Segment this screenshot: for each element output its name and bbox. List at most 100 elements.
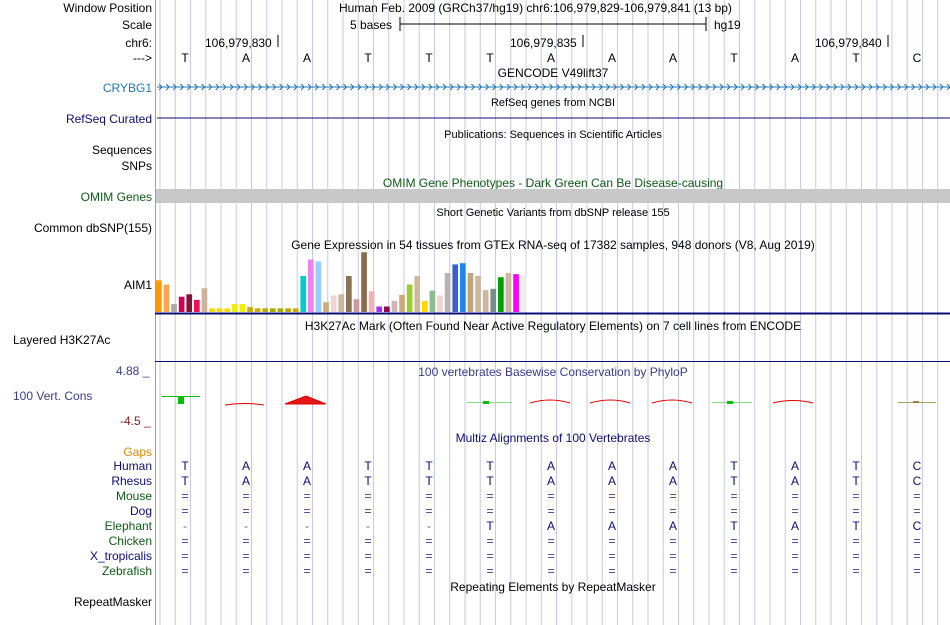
gtex-tissue-bar[interactable] <box>353 299 360 312</box>
h3k27ac-track-label[interactable]: Layered H3K27Ac <box>13 333 111 347</box>
gtex-tissue-bar[interactable] <box>216 308 223 312</box>
gtex-tissue-bar[interactable] <box>475 276 481 312</box>
gencode-track-title[interactable]: GENCODE V49lift37 <box>497 66 609 80</box>
gtex-tissue-bar[interactable] <box>186 294 193 312</box>
multiz-species-label[interactable]: Human <box>113 459 152 473</box>
gtex-tissue-bar[interactable] <box>194 299 200 312</box>
gtex-tissue-bar[interactable] <box>262 308 269 312</box>
gtex-tissue-bar[interactable] <box>239 304 246 312</box>
gtex-tissue-bar[interactable] <box>384 306 390 312</box>
publications-track-title[interactable]: Publications: Sequences in Scientific Ar… <box>444 129 662 141</box>
strand-chevron <box>463 83 469 91</box>
assembly-label: hg19 <box>714 18 741 32</box>
strand-chevron <box>520 83 525 91</box>
gtex-tissue-bar[interactable] <box>452 264 459 312</box>
gtex-tissue-bar[interactable] <box>171 304 177 312</box>
gtex-tissue-bar[interactable] <box>270 308 276 312</box>
gtex-tissue-bar[interactable] <box>224 308 231 312</box>
strand-chevron <box>918 83 923 91</box>
gtex-tissue-bar[interactable] <box>513 274 519 312</box>
dbsnp-track-label[interactable]: Common dbSNP(155) <box>33 221 152 235</box>
gtex-tissue-bar[interactable] <box>308 259 314 312</box>
phylop-red-bump[interactable] <box>589 399 631 404</box>
phylop-green-bar[interactable] <box>913 401 919 403</box>
phylop-track-title[interactable]: 100 vertebrates Basewise Conservation by… <box>418 365 688 379</box>
gtex-tissue-bar[interactable] <box>361 252 367 312</box>
gtex-tissue-bar[interactable] <box>505 272 512 312</box>
gtex-tissue-bar[interactable] <box>437 295 443 312</box>
repeatmasker-track-title[interactable]: Repeating Elements by RepeatMasker <box>450 580 656 594</box>
omim-track-title[interactable]: OMIM Gene Phenotypes - Dark Green Can Be… <box>382 176 724 190</box>
gtex-tissue-bar[interactable] <box>254 308 261 312</box>
refseq-track-title[interactable]: RefSeq genes from NCBI <box>490 97 616 109</box>
gtex-tissue-bar[interactable] <box>178 296 185 312</box>
gtex-tissue-bar[interactable] <box>338 294 345 312</box>
gtex-tissue-bar[interactable] <box>399 294 405 312</box>
phylop-red-bump[interactable] <box>224 403 265 406</box>
phylop-red-bump[interactable] <box>529 399 571 404</box>
publications-label-line1[interactable]: Sequences <box>91 143 152 157</box>
phylop-green-bar[interactable] <box>727 401 733 404</box>
phylop-track-label[interactable]: 100 Vert. Cons <box>13 389 93 403</box>
phylop-green-bar[interactable] <box>467 402 512 403</box>
multiz-gaps-label[interactable]: Gaps <box>123 445 152 459</box>
gtex-tissue-bar[interactable] <box>406 284 413 312</box>
repeatmasker-track-label[interactable]: RepeatMasker <box>73 595 152 609</box>
gtex-tissue-bar[interactable] <box>422 301 428 312</box>
phylop-red-bump[interactable] <box>772 400 814 404</box>
multiz-species-label[interactable]: Zebrafish <box>101 564 152 578</box>
gtex-tissue-bar[interactable] <box>156 280 162 312</box>
gtex-tissue-bar[interactable] <box>315 261 322 312</box>
gtex-tissue-bar[interactable] <box>247 307 253 312</box>
gtex-gene-label[interactable]: AIM1 <box>123 278 152 292</box>
gtex-tissue-bar[interactable] <box>300 276 307 312</box>
gtex-tissue-bar[interactable] <box>209 308 215 312</box>
phylop-red-bump[interactable] <box>651 399 693 404</box>
gtex-bar-chart[interactable] <box>156 252 527 312</box>
strand-chevron <box>442 83 447 91</box>
gtex-tissue-bar[interactable] <box>467 272 474 312</box>
multiz-track-title[interactable]: Multiz Alignments of 100 Vertebrates <box>455 431 651 445</box>
gtex-tissue-bar[interactable] <box>520 275 527 312</box>
multiz-species-label[interactable]: Dog <box>129 504 152 518</box>
gtex-tissue-bar[interactable] <box>391 301 398 312</box>
gtex-tissue-bar[interactable] <box>444 272 451 312</box>
gtex-tissue-bar[interactable] <box>323 302 329 312</box>
multiz-base: = <box>486 549 494 563</box>
gtex-tissue-bar[interactable] <box>292 308 299 312</box>
multiz-species-label[interactable]: X_tropicalis <box>89 549 152 563</box>
gtex-tissue-bar[interactable] <box>277 308 284 312</box>
gtex-tissue-bar[interactable] <box>232 304 238 312</box>
gtex-tissue-bar[interactable] <box>414 276 421 312</box>
gtex-track-title[interactable]: Gene Expression in 54 tissues from GTEx … <box>291 238 815 252</box>
phylop-red-bump[interactable] <box>284 395 327 405</box>
multiz-base: = <box>364 564 372 578</box>
multiz-species-label[interactable]: Mouse <box>115 489 152 503</box>
gtex-tissue-bar[interactable] <box>490 288 497 312</box>
gtex-tissue-bar[interactable] <box>498 277 504 312</box>
refseq-track-label[interactable]: RefSeq Curated <box>65 112 152 126</box>
dbsnp-track-title[interactable]: Short Genetic Variants from dbSNP releas… <box>436 207 670 219</box>
multiz-species-label[interactable]: Rhesus <box>111 474 152 488</box>
multiz-species-label[interactable]: Elephant <box>104 519 152 533</box>
gtex-tissue-bar[interactable] <box>376 306 383 312</box>
gtex-tissue-bar[interactable] <box>201 288 208 312</box>
gtex-tissue-bar[interactable] <box>163 284 170 312</box>
gtex-tissue-bar[interactable] <box>429 290 436 312</box>
multiz-base: = <box>425 534 433 548</box>
publications-label-line2[interactable]: SNPs <box>121 159 152 173</box>
gencode-gene-label[interactable]: CRYBG1 <box>102 81 152 95</box>
strand-chevron <box>818 83 824 91</box>
phylop-green-bar[interactable] <box>483 401 489 404</box>
omim-track-label[interactable]: OMIM Genes <box>80 190 152 204</box>
gtex-tissue-bar[interactable] <box>346 276 352 312</box>
gtex-tissue-bar[interactable] <box>330 295 337 312</box>
gtex-tissue-bar[interactable] <box>482 290 489 312</box>
gtex-tissue-bar[interactable] <box>460 263 466 312</box>
gtex-tissue-bar[interactable] <box>285 308 291 312</box>
phylop-green-bar[interactable] <box>178 396 184 404</box>
multiz-species-label[interactable]: Chicken <box>108 534 152 548</box>
h3k27ac-track-title[interactable]: H3K27Ac Mark (Often Found Near Active Re… <box>304 319 802 333</box>
omim-feature-bar[interactable] <box>156 189 950 203</box>
gtex-tissue-bar[interactable] <box>368 291 375 312</box>
